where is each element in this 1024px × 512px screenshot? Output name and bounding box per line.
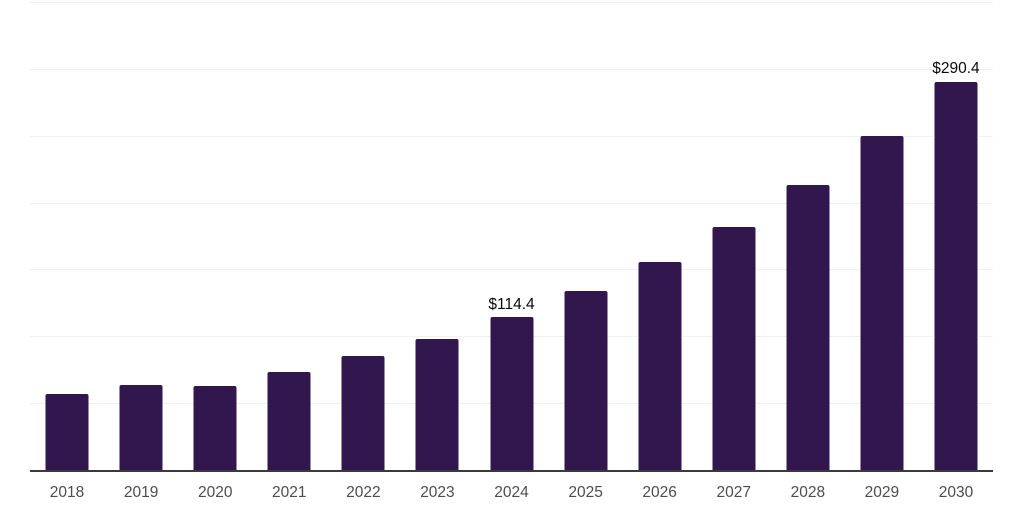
x-tick-label-2020: 2020 [197,484,233,501]
x-tick-label-2023: 2023 [420,484,455,501]
x-tick-label-2030: 2030 [938,484,974,501]
x-tick-label-2026: 2026 [642,484,677,501]
bar-column [549,2,623,470]
x-tick-label-2029: 2029 [864,484,900,501]
bar-2021[interactable] [267,371,311,470]
bar-column [326,2,400,470]
gridline [30,202,993,204]
bar-column: $114.4 [474,2,548,470]
bar-column [771,2,845,470]
x-tick-label-2022: 2022 [346,484,381,501]
gridline [30,68,993,70]
bar-2023[interactable] [415,338,459,470]
x-tick-label-2024: 2024 [494,484,529,501]
bar-value-label-2030: $290.4 [932,60,980,78]
bar-column [30,2,104,470]
bar-column [623,2,697,470]
gridline [30,135,993,137]
x-tick-label-2018: 2018 [49,484,85,501]
bar-2019[interactable] [119,385,163,470]
bar-2018[interactable] [45,394,89,470]
x-tick-label-2021: 2021 [272,484,307,501]
bar-column [104,2,178,470]
bar-2022[interactable] [341,356,385,470]
bar-2030[interactable] [934,81,978,470]
bar-2020[interactable] [193,386,237,470]
x-tick-label-2027: 2027 [716,484,751,501]
plot-area: $114.4 $290.4 [30,2,993,472]
x-tick-label-2019: 2019 [123,484,159,501]
bar-column [400,2,474,470]
bar-2027[interactable] [712,226,756,470]
x-tick-label-2028: 2028 [790,484,826,501]
gridline [30,269,993,271]
gridline [30,2,993,3]
bar-2025[interactable] [564,290,608,470]
bars-row: $114.4 $290.4 [30,2,993,470]
bar-column [845,2,919,470]
bar-column: $290.4 [919,2,993,470]
x-axis-labels: 2018 2019 2020 2021 2022 2023 2024 2025 2026 2027… [30,484,993,501]
bar-column [178,2,252,470]
bar-column [252,2,326,470]
bar-2028[interactable] [786,185,830,470]
bar-column [697,2,771,470]
bar-value-label-2024: $114.4 [488,295,535,313]
bar-2029[interactable] [860,136,904,470]
bar-2024[interactable] [490,317,533,470]
x-tick-label-2025: 2025 [568,484,603,501]
bar-2026[interactable] [638,261,682,470]
